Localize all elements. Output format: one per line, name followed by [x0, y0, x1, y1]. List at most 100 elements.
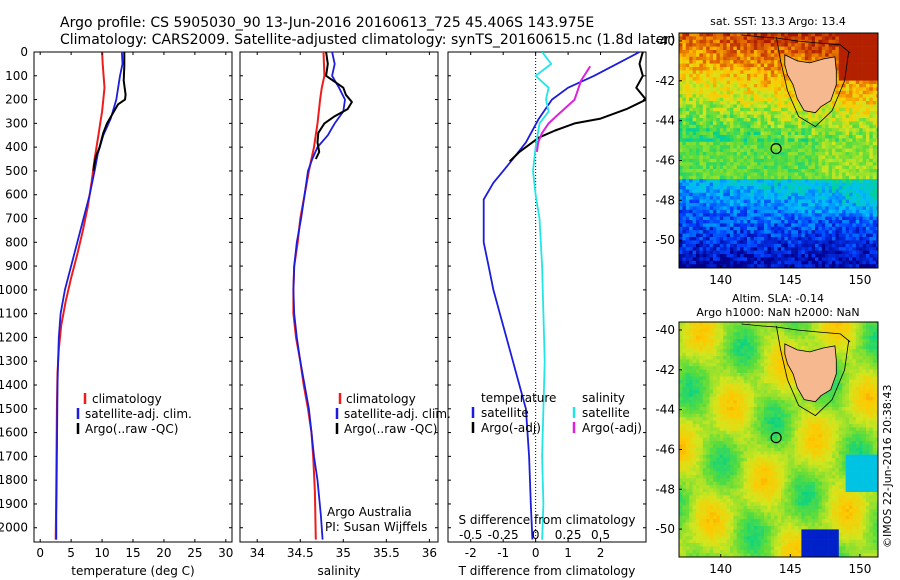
map-cell: [760, 165, 765, 170]
map-cell: [825, 50, 829, 54]
map-cell: [740, 39, 744, 44]
map-cell: [845, 33, 850, 37]
map-cell: [849, 226, 853, 231]
map-cell: [760, 254, 765, 258]
map-cell: [859, 152, 863, 156]
map-cell: [719, 169, 724, 173]
map-cell: [689, 169, 693, 173]
map-cell: [736, 172, 741, 177]
map-cell: [784, 169, 789, 173]
temperature-xlabel: temperature (deg C): [71, 564, 194, 578]
map-cell: [774, 322, 778, 326]
map-cell: [770, 135, 775, 139]
map-cell: [866, 196, 870, 200]
map-cell: [815, 148, 819, 153]
map-cell: [689, 233, 693, 238]
map-cell: [760, 175, 765, 180]
map-cell: [764, 216, 768, 221]
map-cell: [855, 325, 860, 330]
map-cell: [750, 349, 755, 353]
map-cell: [709, 46, 714, 51]
map-cell: [774, 97, 778, 102]
map-cell: [726, 73, 731, 78]
map-cell: [825, 325, 829, 330]
map-cell: [736, 240, 741, 245]
map-cell: [685, 158, 690, 163]
map-cell: [760, 199, 765, 204]
map-cell: [719, 107, 724, 112]
map-cell: [702, 325, 707, 330]
map-cell: [679, 111, 683, 115]
map-cell: [760, 332, 765, 336]
map-cell: [679, 162, 683, 166]
map-cell: [804, 169, 809, 173]
map-cell: [719, 325, 724, 330]
map-cell: [767, 179, 772, 183]
map-cell: [753, 175, 758, 180]
map-cell: [787, 155, 792, 160]
map-cell: [852, 339, 857, 343]
map-cell: [787, 165, 792, 170]
map-cell: [736, 97, 741, 102]
map-cell: [689, 50, 693, 54]
map-cell: [747, 33, 751, 37]
map-cell: [740, 186, 744, 190]
map-cell: [719, 165, 724, 170]
map-cell: [821, 254, 826, 258]
map-cell: [832, 209, 836, 214]
map-cell: [736, 216, 741, 221]
map-cell: [815, 121, 819, 126]
map-cell: [682, 342, 687, 347]
map-cell: [706, 332, 710, 336]
map-cell: [760, 250, 765, 255]
map-cell: [781, 243, 785, 248]
map-cell: [815, 260, 819, 265]
map-cell: [781, 162, 785, 166]
map-cell: [781, 101, 785, 105]
map-cell: [852, 332, 857, 336]
map-cell: [743, 237, 748, 241]
map-cell: [753, 104, 758, 109]
map-cell: [808, 43, 812, 47]
map-cell: [781, 325, 785, 330]
map-cell: [753, 128, 758, 132]
map-cell: [713, 46, 717, 51]
map-cell: [838, 128, 843, 132]
map-cell: [794, 230, 799, 234]
map-cell: [696, 121, 700, 126]
map-cell: [730, 339, 734, 343]
map-cell: [866, 107, 870, 112]
map-cell: [808, 60, 812, 64]
map-cell: [791, 155, 795, 160]
map-cell: [692, 141, 697, 146]
map-cell: [760, 87, 765, 92]
map-cell: [801, 240, 806, 245]
map-cell: [791, 182, 795, 187]
map-cell: [784, 152, 789, 156]
map-cell: [825, 148, 829, 153]
map-cell: [855, 73, 860, 78]
sla-map-title-2: Argo h1000: NaN h2000: NaN: [696, 306, 859, 319]
map-cell: [713, 237, 717, 241]
map-cell: [781, 186, 785, 190]
map-cell: [702, 260, 707, 265]
map-cell: [770, 213, 775, 217]
map-cell: [757, 114, 761, 119]
map-cell: [753, 247, 758, 251]
map-cell: [770, 107, 775, 112]
map-cell: [815, 332, 819, 336]
map-cell: [872, 90, 877, 95]
map-cell: [862, 322, 867, 326]
map-cell: [679, 237, 683, 241]
map-cell: [842, 158, 846, 163]
map-cell: [757, 237, 761, 241]
map-cell: [866, 63, 870, 68]
map-cell: [767, 345, 772, 350]
map-cell: [815, 240, 819, 245]
map-cell: [855, 118, 860, 122]
map-cell: [760, 322, 765, 326]
map-cell: [842, 345, 846, 350]
map-cell: [794, 254, 799, 258]
map-cell: [876, 250, 878, 255]
map-cell: [876, 192, 878, 197]
